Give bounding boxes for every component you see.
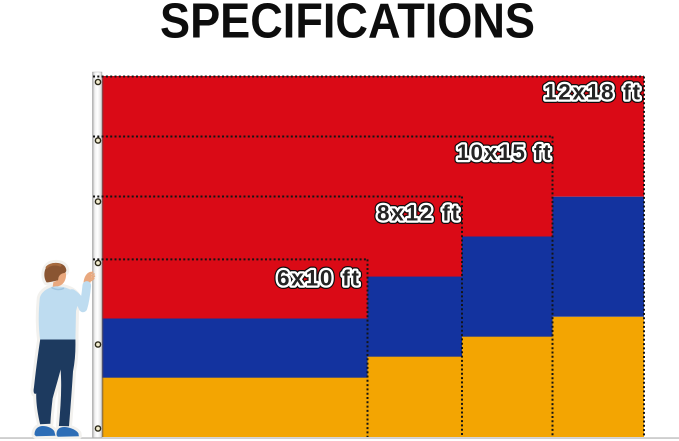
svg-text:12x18 ft: 12x18 ft xyxy=(544,80,641,105)
svg-text:12x18 ft: 12x18 ft xyxy=(544,80,641,105)
svg-text:SPECIFICATIONS: SPECIFICATIONS xyxy=(160,0,535,49)
svg-text:12x18 ft: 12x18 ft xyxy=(544,80,641,105)
svg-text:10x15 ft: 10x15 ft xyxy=(457,140,552,165)
svg-text:10x15 ft: 10x15 ft xyxy=(457,140,552,165)
svg-text:10x15 ft: 10x15 ft xyxy=(457,140,552,165)
